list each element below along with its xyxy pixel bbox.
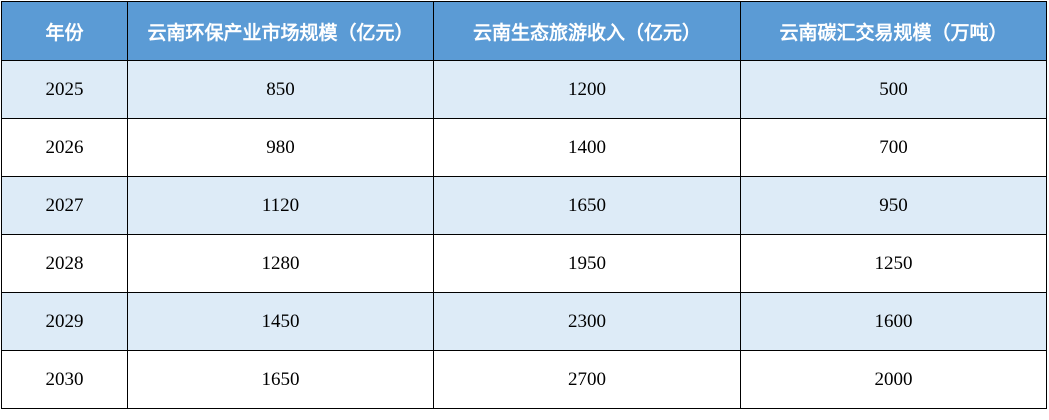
data-table: 年份 云南环保产业市场规模（亿元） 云南生态旅游收入（亿元） 云南碳汇交易规模（… xyxy=(1,1,1047,409)
table-row: 2027 1120 1650 950 xyxy=(1,176,1047,235)
table-row: 2028 1280 1950 1250 xyxy=(1,234,1047,293)
cell-year: 2026 xyxy=(1,118,128,177)
cell-carbon-trade: 2000 xyxy=(740,350,1047,409)
cell-eco-tourism: 1200 xyxy=(433,60,741,119)
cell-env-industry: 1450 xyxy=(127,292,434,351)
table-row: 2029 1450 2300 1600 xyxy=(1,292,1047,351)
cell-carbon-trade: 1250 xyxy=(740,234,1047,293)
cell-carbon-trade: 500 xyxy=(740,60,1047,119)
cell-env-industry: 1120 xyxy=(127,176,434,235)
cell-eco-tourism: 2300 xyxy=(433,292,741,351)
cell-eco-tourism: 1400 xyxy=(433,118,741,177)
cell-year: 2025 xyxy=(1,60,128,119)
cell-eco-tourism: 1650 xyxy=(433,176,741,235)
cell-env-industry: 980 xyxy=(127,118,434,177)
cell-eco-tourism: 2700 xyxy=(433,350,741,409)
table-row: 2025 850 1200 500 xyxy=(1,60,1047,119)
header-eco-tourism: 云南生态旅游收入（亿元） xyxy=(433,1,741,61)
cell-year: 2027 xyxy=(1,176,128,235)
cell-carbon-trade: 950 xyxy=(740,176,1047,235)
cell-year: 2028 xyxy=(1,234,128,293)
cell-eco-tourism: 1950 xyxy=(433,234,741,293)
cell-env-industry: 850 xyxy=(127,60,434,119)
header-env-industry: 云南环保产业市场规模（亿元） xyxy=(127,1,434,61)
cell-carbon-trade: 1600 xyxy=(740,292,1047,351)
cell-year: 2029 xyxy=(1,292,128,351)
header-row: 年份 云南环保产业市场规模（亿元） 云南生态旅游收入（亿元） 云南碳汇交易规模（… xyxy=(1,1,1047,61)
cell-carbon-trade: 700 xyxy=(740,118,1047,177)
cell-env-industry: 1280 xyxy=(127,234,434,293)
cell-env-industry: 1650 xyxy=(127,350,434,409)
cell-year: 2030 xyxy=(1,350,128,409)
header-carbon-trade: 云南碳汇交易规模（万吨） xyxy=(740,1,1047,61)
table-row: 2030 1650 2700 2000 xyxy=(1,350,1047,409)
header-year: 年份 xyxy=(1,1,128,61)
table-row: 2026 980 1400 700 xyxy=(1,118,1047,177)
